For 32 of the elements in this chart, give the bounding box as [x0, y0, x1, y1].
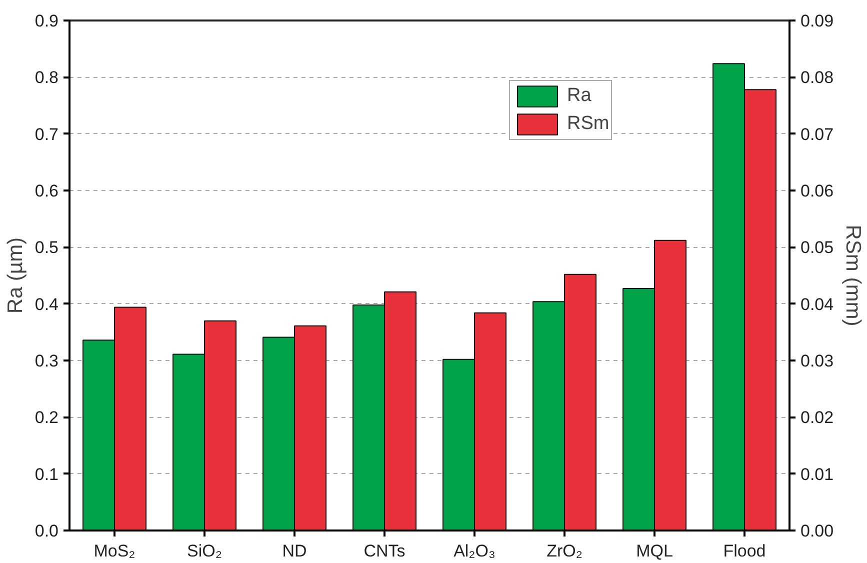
y-tick-label: 0.9 — [34, 12, 59, 30]
y2-axis-title: RSm (mm) — [842, 224, 865, 326]
x-tick-label: ZrO₂ — [546, 542, 582, 560]
y2-tick-label: 0.07 — [800, 124, 834, 144]
y2-tick-label: 0.04 — [800, 294, 834, 314]
legend-label: Ra — [567, 85, 592, 107]
y2-tick-label: 0.06 — [800, 182, 834, 200]
y2-tick-label: 0.00 — [800, 522, 834, 540]
y-tick-label: 0.4 — [34, 294, 59, 314]
y-tick-label: 0.5 — [34, 238, 59, 258]
legend-label: RSm — [567, 113, 610, 135]
text: 0.0 — [34, 522, 59, 540]
y2-tick-label: 0.01 — [800, 464, 834, 484]
x-tick-label: ND — [282, 542, 307, 560]
x-tick-label: Al₂O₃ — [454, 542, 496, 560]
y2-tick-label: 0.02 — [800, 408, 834, 428]
x-tick-label: Flood — [723, 542, 766, 560]
y-tick-label: 0.6 — [34, 182, 59, 200]
y2-tick-label: 0.03 — [800, 352, 834, 370]
y-tick-label: 0.1 — [34, 464, 59, 484]
y-tick-label: 0.3 — [34, 352, 59, 370]
x-tick-label: CNTs — [364, 542, 406, 560]
y-axis-title: Ra (µm) — [4, 237, 27, 314]
y2-tick-label: 0.08 — [800, 68, 834, 88]
y2-tick-label: 0.09 — [800, 12, 834, 30]
y-tick-label: 0.2 — [34, 408, 59, 428]
x-tick-label: MoS₂ — [94, 542, 136, 560]
y2-tick-label: 0.05 — [800, 238, 834, 258]
x-tick-label: SiO₂ — [187, 542, 222, 560]
y-tick-label: 0.7 — [34, 124, 59, 144]
x-tick-label: MQL — [636, 542, 673, 560]
y-tick-label: 0.8 — [34, 68, 59, 88]
